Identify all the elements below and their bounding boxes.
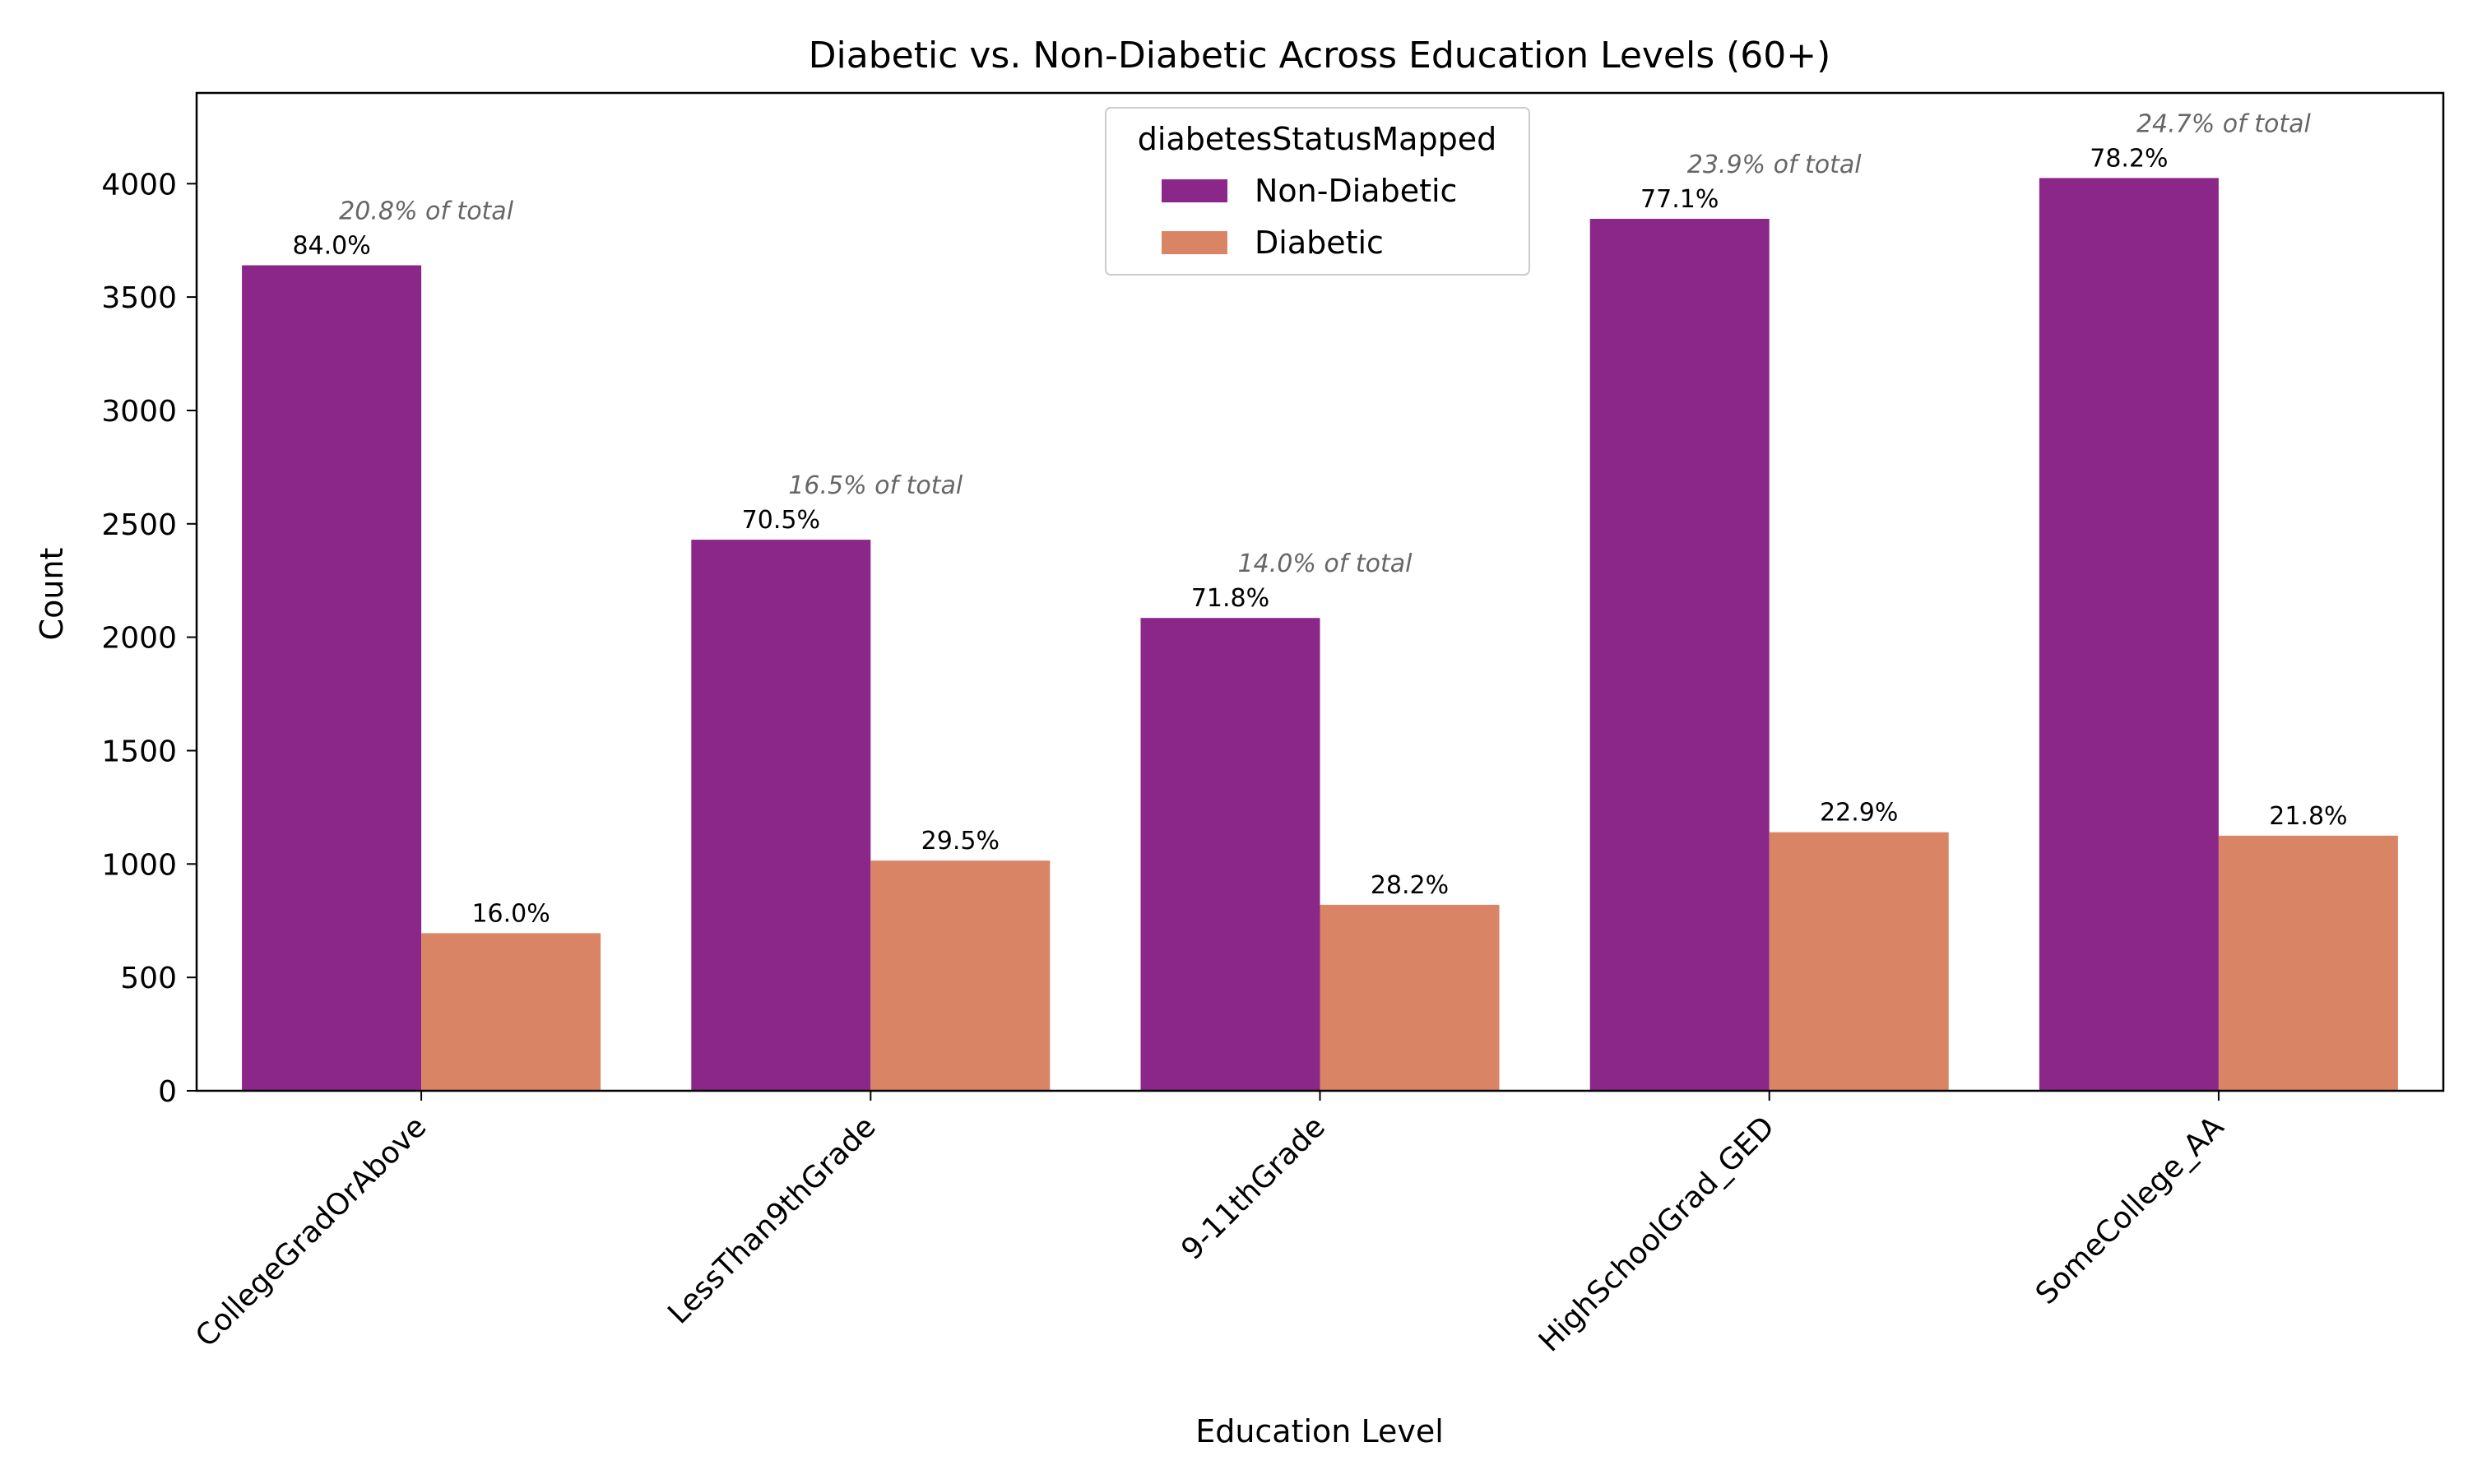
y-tick-label: 3000 <box>101 395 177 429</box>
legend-title: diabetesStatusMapped <box>1138 121 1496 157</box>
y-tick-label: 2500 <box>101 508 177 542</box>
legend: diabetesStatusMapped Non-Diabetic Diabet… <box>1105 107 1530 276</box>
share-annotation-9-11thgrade: 14.0% of total <box>1238 550 1413 578</box>
share-annotation-collegegradorabove: 20.8% of total <box>339 197 514 226</box>
data-label-diabetic-9-11thgrade: 28.2% <box>1371 871 1449 900</box>
bar-non-diabetic-lessthan9thgrade <box>691 540 871 1091</box>
data-label-non-diabetic-9-11thgrade: 71.8% <box>1191 584 1269 613</box>
y-tick-label: 1500 <box>101 735 177 769</box>
legend-swatch-non-diabetic <box>1162 179 1227 202</box>
bar-diabetic-9-11thgrade <box>1320 904 1500 1091</box>
bar-non-diabetic-somecollege-aa <box>2039 178 2219 1091</box>
y-axis-label: Count <box>34 548 70 641</box>
y-tick-label: 1000 <box>101 848 177 882</box>
share-annotation-highschoolgrad-ged: 23.9% of total <box>1687 151 1863 179</box>
bars-layer <box>242 178 2398 1091</box>
bar-diabetic-collegegradorabove <box>421 933 601 1091</box>
data-label-diabetic-highschoolgrad-ged: 22.9% <box>1820 799 1898 828</box>
data-label-diabetic-lessthan9thgrade: 29.5% <box>921 827 1000 856</box>
share-annotation-lessthan9thgrade: 16.5% of total <box>788 471 963 500</box>
data-label-non-diabetic-somecollege-aa: 78.2% <box>2090 144 2168 173</box>
legend-swatch-diabetic <box>1162 231 1227 254</box>
bar-non-diabetic-collegegradorabove <box>242 265 422 1091</box>
share-annotation-somecollege-aa: 24.7% of total <box>2136 109 2312 138</box>
y-tick-label: 2000 <box>101 622 177 656</box>
x-axis-label: Education Level <box>1195 1413 1444 1449</box>
chart-title: Diabetic vs. Non-Diabetic Across Educati… <box>809 35 1831 77</box>
data-label-diabetic-collegegradorabove: 16.0% <box>471 899 550 928</box>
y-tick-label: 4000 <box>101 168 177 202</box>
data-label-diabetic-somecollege-aa: 21.8% <box>2269 802 2347 831</box>
legend-label-non-diabetic: Non-Diabetic <box>1255 173 1457 209</box>
data-labels-layer: 84.0% 16.0% 20.8% of total 70.5% 29.5% 16.5% … <box>292 109 2347 928</box>
y-tick-label: 0 <box>158 1075 177 1109</box>
bar-non-diabetic-9-11thgrade <box>1140 618 1320 1091</box>
data-label-non-diabetic-lessthan9thgrade: 70.5% <box>742 506 820 535</box>
plot-frame <box>195 91 2445 1092</box>
bar-non-diabetic-highschoolgrad-ged <box>1589 219 1770 1091</box>
data-label-non-diabetic-highschoolgrad-ged: 77.1% <box>1640 185 1719 214</box>
data-label-non-diabetic-collegegradorabove: 84.0% <box>292 232 370 261</box>
bar-diabetic-somecollege-aa <box>2218 835 2398 1091</box>
y-tick-label: 500 <box>120 962 177 995</box>
bar-diabetic-lessthan9thgrade <box>870 860 1051 1091</box>
y-tick-label: 3500 <box>101 281 177 315</box>
bar-diabetic-highschoolgrad-ged <box>1769 832 1949 1091</box>
legend-label-diabetic: Diabetic <box>1255 225 1384 261</box>
